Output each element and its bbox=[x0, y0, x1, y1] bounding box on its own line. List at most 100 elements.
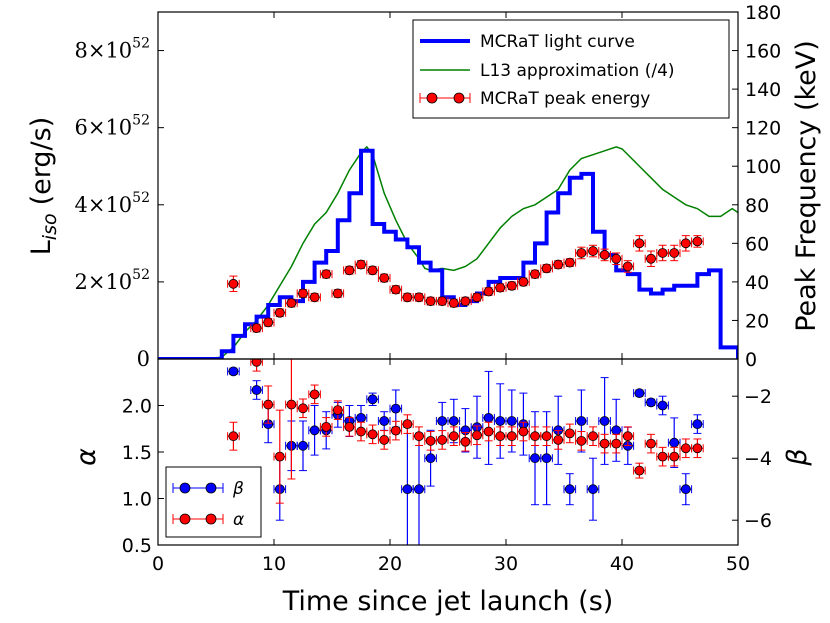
peak-energy-point bbox=[296, 288, 310, 299]
alpha-point bbox=[482, 421, 495, 442]
peak-energy-point bbox=[679, 235, 693, 252]
alpha-point bbox=[586, 426, 600, 446]
legend-peak-energy-label: MCRaT peak energy bbox=[480, 89, 650, 109]
x-tick-label: 10 bbox=[262, 553, 286, 575]
alpha-point bbox=[227, 421, 240, 451]
top-legend: MCRaT light curve L13 approximation (/4)… bbox=[412, 19, 730, 119]
peak-energy-point bbox=[331, 288, 345, 299]
beta-point bbox=[366, 392, 379, 406]
legend-alpha-swatch bbox=[172, 513, 224, 525]
alpha-point bbox=[308, 384, 321, 405]
luminosity-tick-label: 4×1052 bbox=[74, 190, 150, 217]
luminosity-tick-label: 2×1052 bbox=[74, 267, 150, 294]
peak-energy-point bbox=[354, 259, 368, 270]
peak-energy-point bbox=[633, 235, 646, 252]
peak-energy-point bbox=[470, 292, 484, 303]
x-tick-label: 40 bbox=[610, 553, 634, 575]
beta-point bbox=[667, 417, 681, 468]
peak-frequency-tick-label: 160 bbox=[745, 41, 781, 63]
alpha-tick-label: 1.5 bbox=[122, 442, 152, 464]
peak-energy-point bbox=[377, 273, 391, 283]
alpha-point bbox=[261, 385, 275, 424]
alpha-point bbox=[540, 426, 553, 446]
x-tick-label: 30 bbox=[494, 553, 518, 575]
beta-tick-label: −6 bbox=[744, 510, 772, 532]
beta-point bbox=[227, 366, 240, 377]
beta-point bbox=[679, 473, 693, 506]
beta-tick-label: −4 bbox=[744, 448, 772, 470]
beta-point bbox=[633, 388, 646, 399]
alpha-point bbox=[319, 417, 333, 437]
peak-frequency-tick-label: 120 bbox=[745, 118, 781, 140]
peak-energy-point bbox=[656, 244, 669, 262]
beta-tick-label: −2 bbox=[744, 386, 772, 408]
peak-energy-point bbox=[493, 282, 507, 293]
peak-energy-point bbox=[401, 292, 414, 303]
beta-axis-label: β bbox=[782, 448, 813, 466]
luminosity-axis-unit: (erg/s) bbox=[26, 117, 57, 206]
peak-frequency-tick-label: 80 bbox=[745, 195, 769, 217]
peak-energy-point bbox=[459, 296, 472, 307]
luminosity-tick-label: 6×1052 bbox=[74, 113, 150, 140]
legend-alpha-label: α bbox=[233, 510, 244, 530]
top-legend-box bbox=[412, 19, 730, 119]
top-panel: 0 2×1052 4×1052 6×1052 8×1052 0 20 40 60 80 100 12… bbox=[26, 2, 822, 371]
alpha-point bbox=[389, 420, 403, 441]
x-axis-label: Time since jet launch (s) bbox=[282, 586, 614, 617]
beta-point bbox=[656, 395, 669, 416]
l13-approximation-line bbox=[158, 145, 738, 359]
beta-point bbox=[482, 370, 495, 465]
peak-frequency-tick-label: 40 bbox=[745, 272, 769, 294]
peak-frequency-tick-label: 60 bbox=[745, 233, 769, 255]
peak-frequency-tick-label: 140 bbox=[745, 79, 781, 101]
legend-l13-label: L13 approximation (/4) bbox=[480, 61, 675, 81]
alpha-point bbox=[366, 424, 379, 445]
legend-light-curve-label: MCRaT light curve bbox=[480, 32, 635, 52]
peak-energy-point bbox=[563, 257, 577, 268]
beta-point bbox=[296, 420, 310, 472]
alpha-point bbox=[459, 431, 472, 452]
x-tick-label: 50 bbox=[726, 553, 750, 575]
alpha-point bbox=[691, 438, 704, 459]
peak-energy-point bbox=[447, 298, 461, 308]
peak-frequency-tick-label: 20 bbox=[745, 310, 769, 332]
legend-beta-label: β bbox=[232, 479, 244, 499]
alpha-point bbox=[551, 430, 565, 450]
x-tick-label: 20 bbox=[378, 553, 402, 575]
peak-frequency-tick-label: 100 bbox=[745, 156, 781, 178]
alpha-point bbox=[401, 414, 414, 434]
peak-frequency-tick-label: 180 bbox=[745, 2, 781, 24]
alpha-point bbox=[273, 409, 287, 504]
peak-energy-point bbox=[319, 269, 333, 280]
peak-energy-point bbox=[621, 260, 635, 273]
peak-energy-point bbox=[691, 235, 704, 248]
legend-beta-swatch bbox=[172, 482, 224, 494]
alpha-point bbox=[296, 398, 310, 419]
alpha-point bbox=[377, 430, 391, 450]
peak-energy-point bbox=[667, 244, 681, 262]
peak-energy-point bbox=[389, 284, 403, 295]
luminosity-axis-symbol: L bbox=[26, 240, 57, 255]
alpha-point bbox=[621, 426, 635, 446]
peak-energy-point bbox=[517, 276, 530, 287]
peak-energy-point bbox=[250, 323, 263, 334]
bottom-legend: β α bbox=[165, 466, 262, 538]
alpha-point bbox=[679, 438, 693, 459]
peak-energy-point bbox=[644, 250, 658, 267]
beta-point bbox=[540, 411, 553, 506]
peak-energy-point bbox=[285, 298, 298, 308]
alpha-point bbox=[598, 433, 611, 454]
x-tick-label: 0 bbox=[152, 553, 164, 575]
luminosity-tick-label: 8×1052 bbox=[74, 36, 150, 63]
beta-point bbox=[250, 380, 263, 400]
alpha-point bbox=[633, 462, 646, 479]
luminosity-tick-label: 0 bbox=[137, 347, 150, 371]
bottom-panel: 0.5 1.0 1.5 2.0 −6 −4 −2 0 10 20 30 40 50 α β β bbox=[71, 12, 813, 617]
beta-point bbox=[505, 389, 519, 453]
peak-energy-point bbox=[528, 269, 542, 280]
alpha-tick-label: 2.0 bbox=[122, 396, 152, 418]
peak-energy-point bbox=[227, 275, 240, 293]
bottom-legend-box bbox=[165, 466, 262, 538]
alpha-point bbox=[505, 426, 519, 446]
alpha-point bbox=[331, 400, 345, 420]
